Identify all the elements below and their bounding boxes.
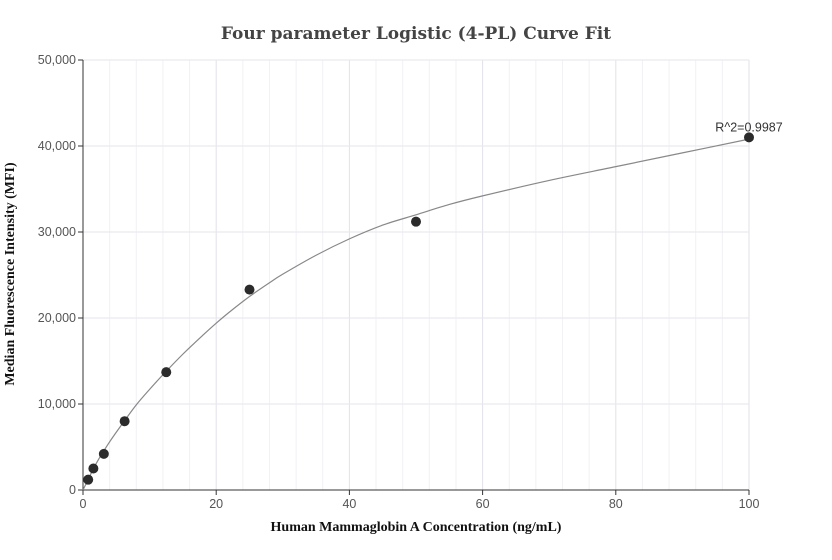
- x-axis-ticks: 0 20 40 60 80 100: [80, 490, 760, 511]
- data-point: [119, 416, 130, 427]
- data-point: [83, 474, 94, 485]
- data-point: [744, 132, 754, 143]
- x-tick-label: 0: [80, 497, 87, 511]
- data-point: [244, 284, 255, 295]
- chart-title: Four parameter Logistic (4-PL) Curve Fit: [221, 24, 611, 44]
- data-point: [411, 216, 421, 227]
- x-tick-label: 20: [209, 497, 223, 511]
- y-tick-label: 0: [69, 483, 76, 497]
- data-point: [98, 448, 109, 459]
- data-point: [88, 463, 99, 474]
- y-tick-label: 10,000: [38, 397, 76, 411]
- y-tick-label: 40,000: [38, 139, 76, 153]
- x-tick-label: 100: [739, 497, 760, 511]
- x-tick-label: 60: [476, 497, 490, 511]
- y-axis-ticks: 0 10,000 20,000 30,000 40,000 50,000: [38, 53, 83, 497]
- fit-curve: [82, 138, 750, 491]
- data-points: [83, 132, 754, 485]
- x-tick-label: 40: [342, 497, 356, 511]
- grid: [83, 59, 750, 490]
- x-tick-label: 80: [609, 497, 623, 511]
- y-axis-label: Median Fluorescence Intensity (MFI): [3, 162, 18, 386]
- y-tick-label: 20,000: [38, 311, 76, 325]
- x-axis-label: Human Mammaglobin A Concentration (ng/mL…: [271, 520, 562, 535]
- r-squared-annotation: R^2=0.9987: [715, 120, 782, 134]
- data-point: [161, 367, 172, 378]
- y-tick-label: 50,000: [38, 53, 76, 67]
- y-tick-label: 30,000: [38, 225, 76, 239]
